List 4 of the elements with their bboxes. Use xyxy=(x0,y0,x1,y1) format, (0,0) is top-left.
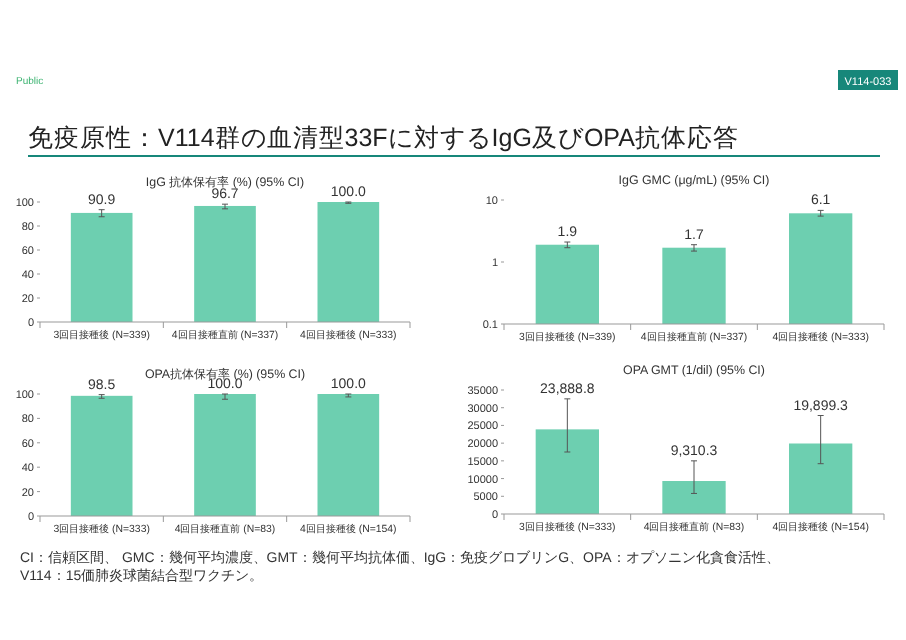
text: 免疫原性：V114群の血清型33Fに対するIgG及びOPA抗体応答 xyxy=(28,122,739,152)
bar xyxy=(789,443,853,514)
bar xyxy=(662,481,726,514)
bar xyxy=(535,429,599,514)
